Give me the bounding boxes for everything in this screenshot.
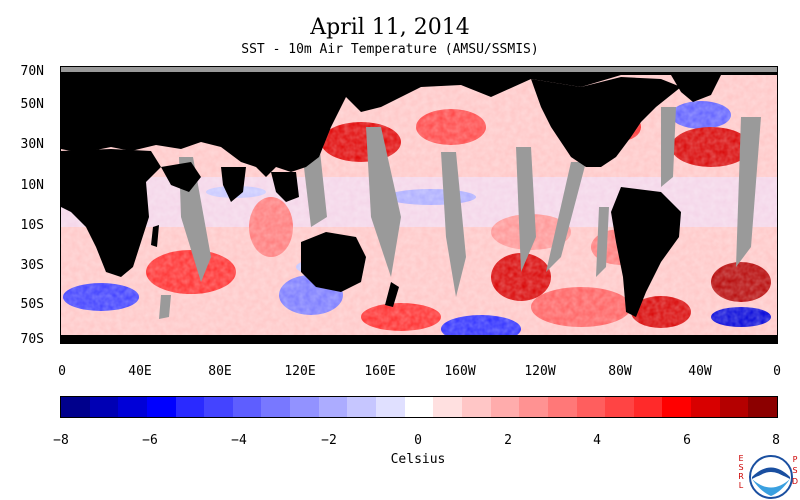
colorbar-tick-label: −8 <box>53 433 69 448</box>
lon-label-120e: 120E <box>284 364 316 379</box>
colorbar-swatch <box>605 397 634 417</box>
colorbar-swatch <box>347 397 377 417</box>
colorbar-swatch <box>146 397 176 417</box>
lat-label-50n: 50N <box>20 97 44 112</box>
colorbar-swatch <box>204 397 233 417</box>
colorbar-swatch <box>376 397 405 417</box>
colorbar-swatch <box>433 397 462 417</box>
lon-label-0-right: 0 <box>773 364 781 379</box>
lon-label-40e: 40E <box>128 364 152 379</box>
colorbar-swatch <box>232 397 262 417</box>
sst-anomaly-map <box>60 66 778 344</box>
colorbar-tick-label: 2 <box>504 433 512 448</box>
colorbar-tick-label: 6 <box>683 433 691 448</box>
colorbar-swatch <box>719 397 749 417</box>
colorbar-unit-label: Celsius <box>390 452 446 467</box>
lon-label-160e: 160E <box>364 364 396 379</box>
lat-label-10n: 10N <box>20 178 44 193</box>
lat-label-10s: 10S <box>20 218 44 233</box>
colorbar-swatch <box>691 397 720 417</box>
map-subtitle: SST - 10m Air Temperature (AMSU/SSMIS) <box>241 42 539 57</box>
colorbar-swatch <box>576 397 606 417</box>
colorbar <box>60 396 778 418</box>
colorbar-swatch <box>662 397 692 417</box>
colorbar-tick-label: 8 <box>772 433 780 448</box>
colorbar-swatch <box>261 397 291 417</box>
lat-label-70n: 70N <box>20 64 44 79</box>
lon-label-80w: 80W <box>608 364 632 379</box>
lon-label-40w: 40W <box>688 364 712 379</box>
colorbar-tick-label: −6 <box>142 433 158 448</box>
lat-label-50s: 50S <box>20 297 44 312</box>
colorbar-tick-label: 4 <box>593 433 601 448</box>
colorbar-swatch <box>175 397 205 417</box>
colorbar-swatch <box>290 397 319 417</box>
colorbar-swatch <box>633 397 663 417</box>
map-title: April 11, 2014 <box>310 15 470 40</box>
lon-label-80e: 80E <box>208 364 232 379</box>
colorbar-swatch <box>547 397 577 417</box>
lat-label-30n: 30N <box>20 137 44 152</box>
colorbar-swatch <box>490 397 520 417</box>
noaa-emblem-icon <box>749 455 793 499</box>
colorbar-tick-label: −4 <box>231 433 247 448</box>
map-graphic <box>61 67 777 343</box>
colorbar-swatch <box>89 397 119 417</box>
colorbar-tick-label: 0 <box>414 433 422 448</box>
lon-label-0-left: 0 <box>58 364 66 379</box>
colorbar-tick-label: −2 <box>321 433 337 448</box>
colorbar-swatch <box>318 397 348 417</box>
lon-label-120w: 120W <box>524 364 556 379</box>
lat-label-30s: 30S <box>20 258 44 273</box>
land-masses <box>61 72 777 343</box>
colorbar-swatch <box>118 397 147 417</box>
colorbar-swatch <box>404 397 434 417</box>
colorbar-swatch <box>519 397 548 417</box>
colorbar-swatch <box>748 397 778 417</box>
colorbar-swatch <box>461 397 491 417</box>
lat-label-70s: 70S <box>20 332 44 347</box>
lon-label-160w: 160W <box>444 364 476 379</box>
colorbar-swatch <box>61 397 90 417</box>
